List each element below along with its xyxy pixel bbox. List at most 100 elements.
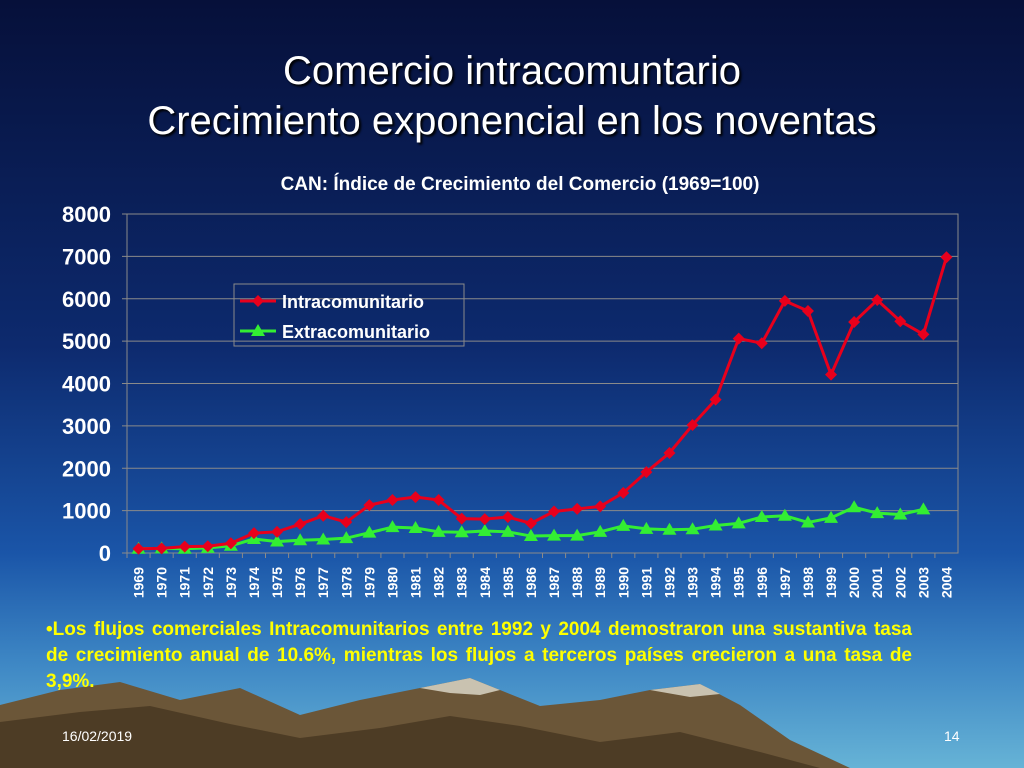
data-point-extracomunitario	[523, 529, 538, 542]
data-point-intracomunitario	[871, 294, 884, 307]
data-point-intracomunitario	[478, 513, 491, 526]
data-point-extracomunitario	[847, 500, 862, 513]
data-point-intracomunitario	[455, 512, 468, 525]
y-tick-label: 1000	[62, 499, 111, 524]
data-point-intracomunitario	[755, 337, 768, 350]
x-tick-label: 1975	[269, 567, 285, 598]
x-tick-label: 1997	[777, 567, 793, 598]
x-tick-label: 1972	[200, 567, 216, 598]
data-point-intracomunitario	[825, 368, 838, 381]
data-point-extracomunitario	[339, 531, 354, 544]
chart-title: CAN: Índice de Crecimiento del Comercio …	[280, 174, 760, 195]
data-point-intracomunitario	[940, 251, 953, 264]
data-point-extracomunitario	[431, 524, 446, 537]
data-point-intracomunitario	[294, 518, 307, 531]
x-tick-label: 1990	[615, 567, 631, 598]
x-tick-label: 1999	[823, 567, 839, 598]
x-tick-label: 2003	[915, 567, 931, 598]
data-point-intracomunitario	[686, 419, 699, 432]
data-point-extracomunitario	[800, 515, 815, 528]
slide-title: Comercio intracomuntario Crecimiento exp…	[0, 46, 1024, 146]
y-tick-label: 2000	[62, 456, 111, 481]
data-point-extracomunitario	[293, 533, 308, 546]
data-point-extracomunitario	[685, 522, 700, 535]
x-tick-label: 1971	[177, 567, 193, 598]
x-tick-label: 2004	[938, 567, 954, 598]
data-point-intracomunitario	[848, 316, 861, 329]
bullet-text: •Los flujos comerciales Intracomunitario…	[46, 619, 912, 692]
slide-date: 16/02/2019	[62, 728, 133, 744]
x-tick-label: 1980	[384, 567, 400, 598]
data-point-extracomunitario	[824, 510, 839, 523]
y-tick-label: 4000	[62, 372, 111, 397]
data-point-extracomunitario	[270, 534, 285, 547]
data-point-extracomunitario	[362, 525, 377, 538]
x-tick-label: 1969	[131, 567, 147, 598]
x-tick-label: 1984	[477, 567, 493, 598]
data-point-intracomunitario	[548, 505, 561, 518]
x-tick-label: 1986	[523, 567, 539, 598]
x-tick-label: 1996	[754, 567, 770, 598]
slide-title-line1: Comercio intracomuntario	[283, 49, 741, 93]
data-point-intracomunitario	[732, 332, 745, 345]
x-tick-label: 1995	[731, 567, 747, 598]
x-tick-label: 1979	[361, 567, 377, 598]
y-tick-label: 6000	[62, 287, 111, 312]
data-point-extracomunitario	[385, 520, 400, 533]
x-tick-label: 1974	[246, 567, 262, 598]
data-point-extracomunitario	[547, 528, 562, 541]
data-point-extracomunitario	[616, 518, 631, 531]
data-point-intracomunitario	[640, 466, 653, 479]
data-point-extracomunitario	[916, 502, 931, 515]
x-tick-label: 1983	[454, 567, 470, 598]
data-point-extracomunitario	[593, 524, 608, 537]
data-point-intracomunitario	[524, 517, 537, 530]
y-tick-label: 8000	[62, 202, 111, 227]
x-tick-label: 1993	[685, 567, 701, 598]
x-tick-label: 1973	[223, 567, 239, 598]
y-tick-label: 7000	[62, 244, 111, 269]
data-point-extracomunitario	[570, 528, 585, 541]
data-point-extracomunitario	[316, 532, 331, 545]
data-point-extracomunitario	[731, 516, 746, 529]
data-point-intracomunitario	[132, 542, 145, 555]
data-point-extracomunitario	[893, 507, 908, 520]
slide-title-line2: Crecimiento exponencial en los noventas	[147, 99, 877, 143]
x-tick-label: 1977	[315, 567, 331, 598]
data-point-extracomunitario	[454, 525, 469, 538]
x-tick-label: 1994	[708, 567, 724, 598]
data-point-intracomunitario	[178, 540, 191, 553]
legend-label: Intracomunitario	[282, 292, 424, 312]
slide-number: 14	[944, 728, 960, 744]
legend-marker	[251, 324, 265, 336]
x-tick-label: 1988	[569, 567, 585, 598]
x-tick-label: 1978	[338, 567, 354, 598]
data-point-extracomunitario	[408, 520, 423, 533]
data-point-intracomunitario	[317, 509, 330, 522]
y-tick-label: 5000	[62, 329, 111, 354]
data-point-intracomunitario	[224, 537, 237, 550]
data-point-intracomunitario	[501, 510, 514, 523]
x-tick-label: 1982	[431, 567, 447, 598]
x-tick-label: 1998	[800, 567, 816, 598]
data-point-extracomunitario	[870, 506, 885, 519]
x-tick-label: 1989	[592, 567, 608, 598]
data-point-intracomunitario	[663, 446, 676, 459]
data-point-intracomunitario	[201, 540, 214, 553]
x-tick-label: 2001	[869, 567, 885, 598]
data-point-intracomunitario	[709, 393, 722, 406]
data-point-extracomunitario	[477, 523, 492, 536]
data-point-intracomunitario	[432, 494, 445, 507]
data-point-intracomunitario	[271, 525, 284, 538]
x-tick-label: 1976	[292, 567, 308, 598]
data-point-intracomunitario	[363, 499, 376, 512]
x-tick-label: 1970	[154, 567, 170, 598]
data-point-extracomunitario	[708, 518, 723, 531]
data-point-extracomunitario	[662, 522, 677, 535]
data-point-intracomunitario	[617, 486, 630, 499]
data-point-intracomunitario	[571, 502, 584, 515]
x-tick-label: 1987	[546, 567, 562, 598]
x-tick-label: 1985	[500, 567, 516, 598]
data-point-intracomunitario	[594, 500, 607, 513]
